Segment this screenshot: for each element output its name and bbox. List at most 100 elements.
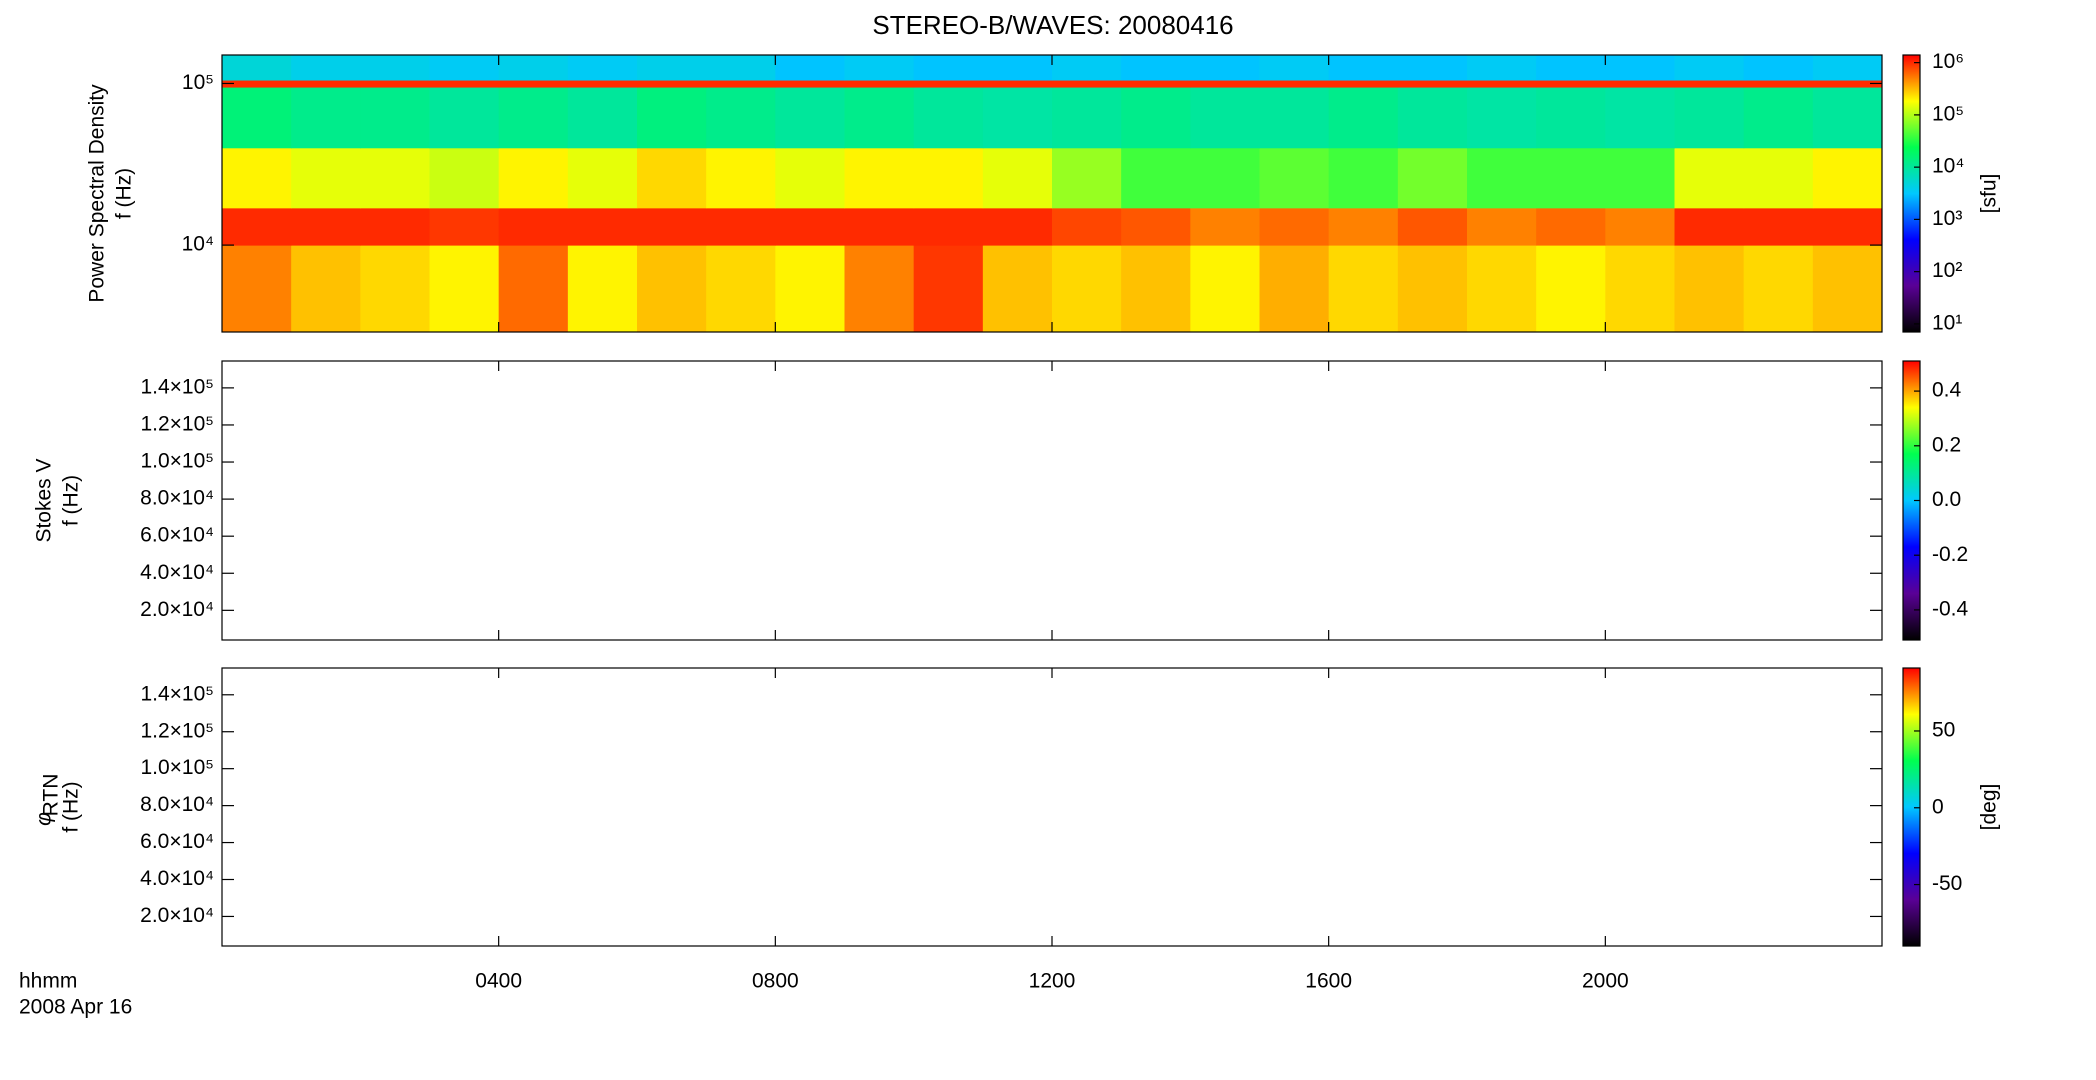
heatmap-cell [1674,55,1745,81]
x-axis-label: hhmm [19,970,77,993]
y-axis-unit: f (Hz) [113,168,136,219]
heatmap-cell [1674,245,1745,333]
heatmap-cell [1605,80,1675,88]
heatmap-cell [1190,245,1260,333]
heatmap-cell [222,207,292,246]
heatmap-cell [429,245,500,333]
heatmap-cell [637,87,707,149]
y-tick-label: 6.0×10⁴ [140,524,214,547]
heatmap-cell [1536,207,1606,246]
heatmap-cell [1674,87,1745,149]
heatmap-cell [1328,207,1399,246]
heatmap-cell [1605,245,1675,333]
heatmap-cell [913,245,984,333]
heatmap-cell [1328,147,1399,209]
heatmap-cell [1397,87,1468,149]
colorbar-label: [deg] [1978,784,2001,831]
heatmap-cell [360,207,430,246]
y-tick-label: 2.0×10⁴ [140,904,214,927]
heatmap-cell [222,245,292,333]
colorbar-tick-label: -50 [1932,872,1962,895]
heatmap-cell [844,207,915,246]
heatmap-cell [1536,87,1606,149]
heatmap-cell [291,55,361,81]
heatmap-cell [1674,80,1745,88]
heatmap-cell [1052,207,1122,246]
heatmap-cell [775,80,845,88]
heatmap-cell [222,80,292,88]
x-tick-label: 1600 [1305,970,1352,993]
heatmap-cell [498,80,569,88]
heatmap-cell [1190,55,1260,81]
heatmap-cell [706,87,776,149]
y-tick-label: 1.0×10⁵ [140,450,214,473]
heatmap-cell [1467,80,1537,88]
y-tick-label: 8.0×10⁴ [140,793,214,816]
heatmap-cell [1743,245,1814,333]
colorbar-tick-label: 10⁵ [1932,102,1964,125]
heatmap-cell [360,55,430,81]
heatmap-cell [1467,87,1537,149]
heatmap-cell [1052,245,1122,333]
heatmap-cell [1743,207,1814,246]
heatmap-cell [1812,207,1883,246]
x-tick-label: 1200 [1029,970,1076,993]
heatmap-cell [429,147,500,209]
heatmap-cell [498,147,569,209]
heatmap-cell [775,55,845,81]
heatmap-cell [1605,87,1675,149]
heatmap-cell [1052,80,1122,88]
heatmap-cell [1190,80,1260,88]
heatmap-cell [1259,245,1330,333]
heatmap-cell [1052,147,1122,209]
heatmap-cell [360,80,430,88]
heatmap-cell [913,80,984,88]
heatmap-cell [1812,87,1883,149]
colorbar-tick-label: 10² [1932,259,1962,282]
heatmap-cell [498,55,569,81]
heatmap-cell [1190,147,1260,209]
y-tick-label: 10⁵ [182,71,214,94]
heatmap-cell [1328,55,1399,81]
heatmap-cell [1190,207,1260,246]
heatmap-cell [913,55,984,81]
heatmap-cell [637,245,707,333]
y-tick-label: 1.2×10⁵ [140,719,214,742]
heatmap-cell [222,147,292,209]
heatmap-cell [1605,147,1675,209]
heatmap-cell [844,55,915,81]
heatmap-cell [1397,207,1468,246]
heatmap-cell [913,147,984,209]
heatmap-cell [982,87,1053,149]
heatmap-cell [775,245,845,333]
colorbar [1902,667,1921,947]
heatmap-cell [291,147,361,209]
colorbar-tick-label: -0.4 [1932,597,1969,620]
x-tick-label: 0800 [752,970,799,993]
heatmap-cell [1467,245,1537,333]
heatmap-cell [1605,207,1675,246]
heatmap-cell [913,87,984,149]
heatmap-cell [291,87,361,149]
y-tick-label: 1.2×10⁵ [140,413,214,436]
heatmap-cell [1259,55,1330,81]
heatmap-cell [1121,207,1191,246]
heatmap-cell [637,80,707,88]
heatmap-cell [706,207,776,246]
heatmap-cell [1259,207,1330,246]
heatmap-cell [1259,80,1330,88]
heatmap-cell [567,87,638,149]
y-tick-label: 1.4×10⁵ [140,682,214,705]
heatmap-cell [1812,55,1883,81]
heatmap-cell [1052,55,1122,81]
heatmap-cell [1605,55,1675,81]
heatmap-cell [429,207,500,246]
heatmap-cell [706,80,776,88]
colorbar-tick-label: 50 [1932,719,1955,742]
colorbar-label: [sfu] [1978,174,2001,214]
heatmap-cell [1121,80,1191,88]
heatmap-cell [222,55,292,81]
heatmap-cell [1812,245,1883,333]
heatmap-cell [844,87,915,149]
